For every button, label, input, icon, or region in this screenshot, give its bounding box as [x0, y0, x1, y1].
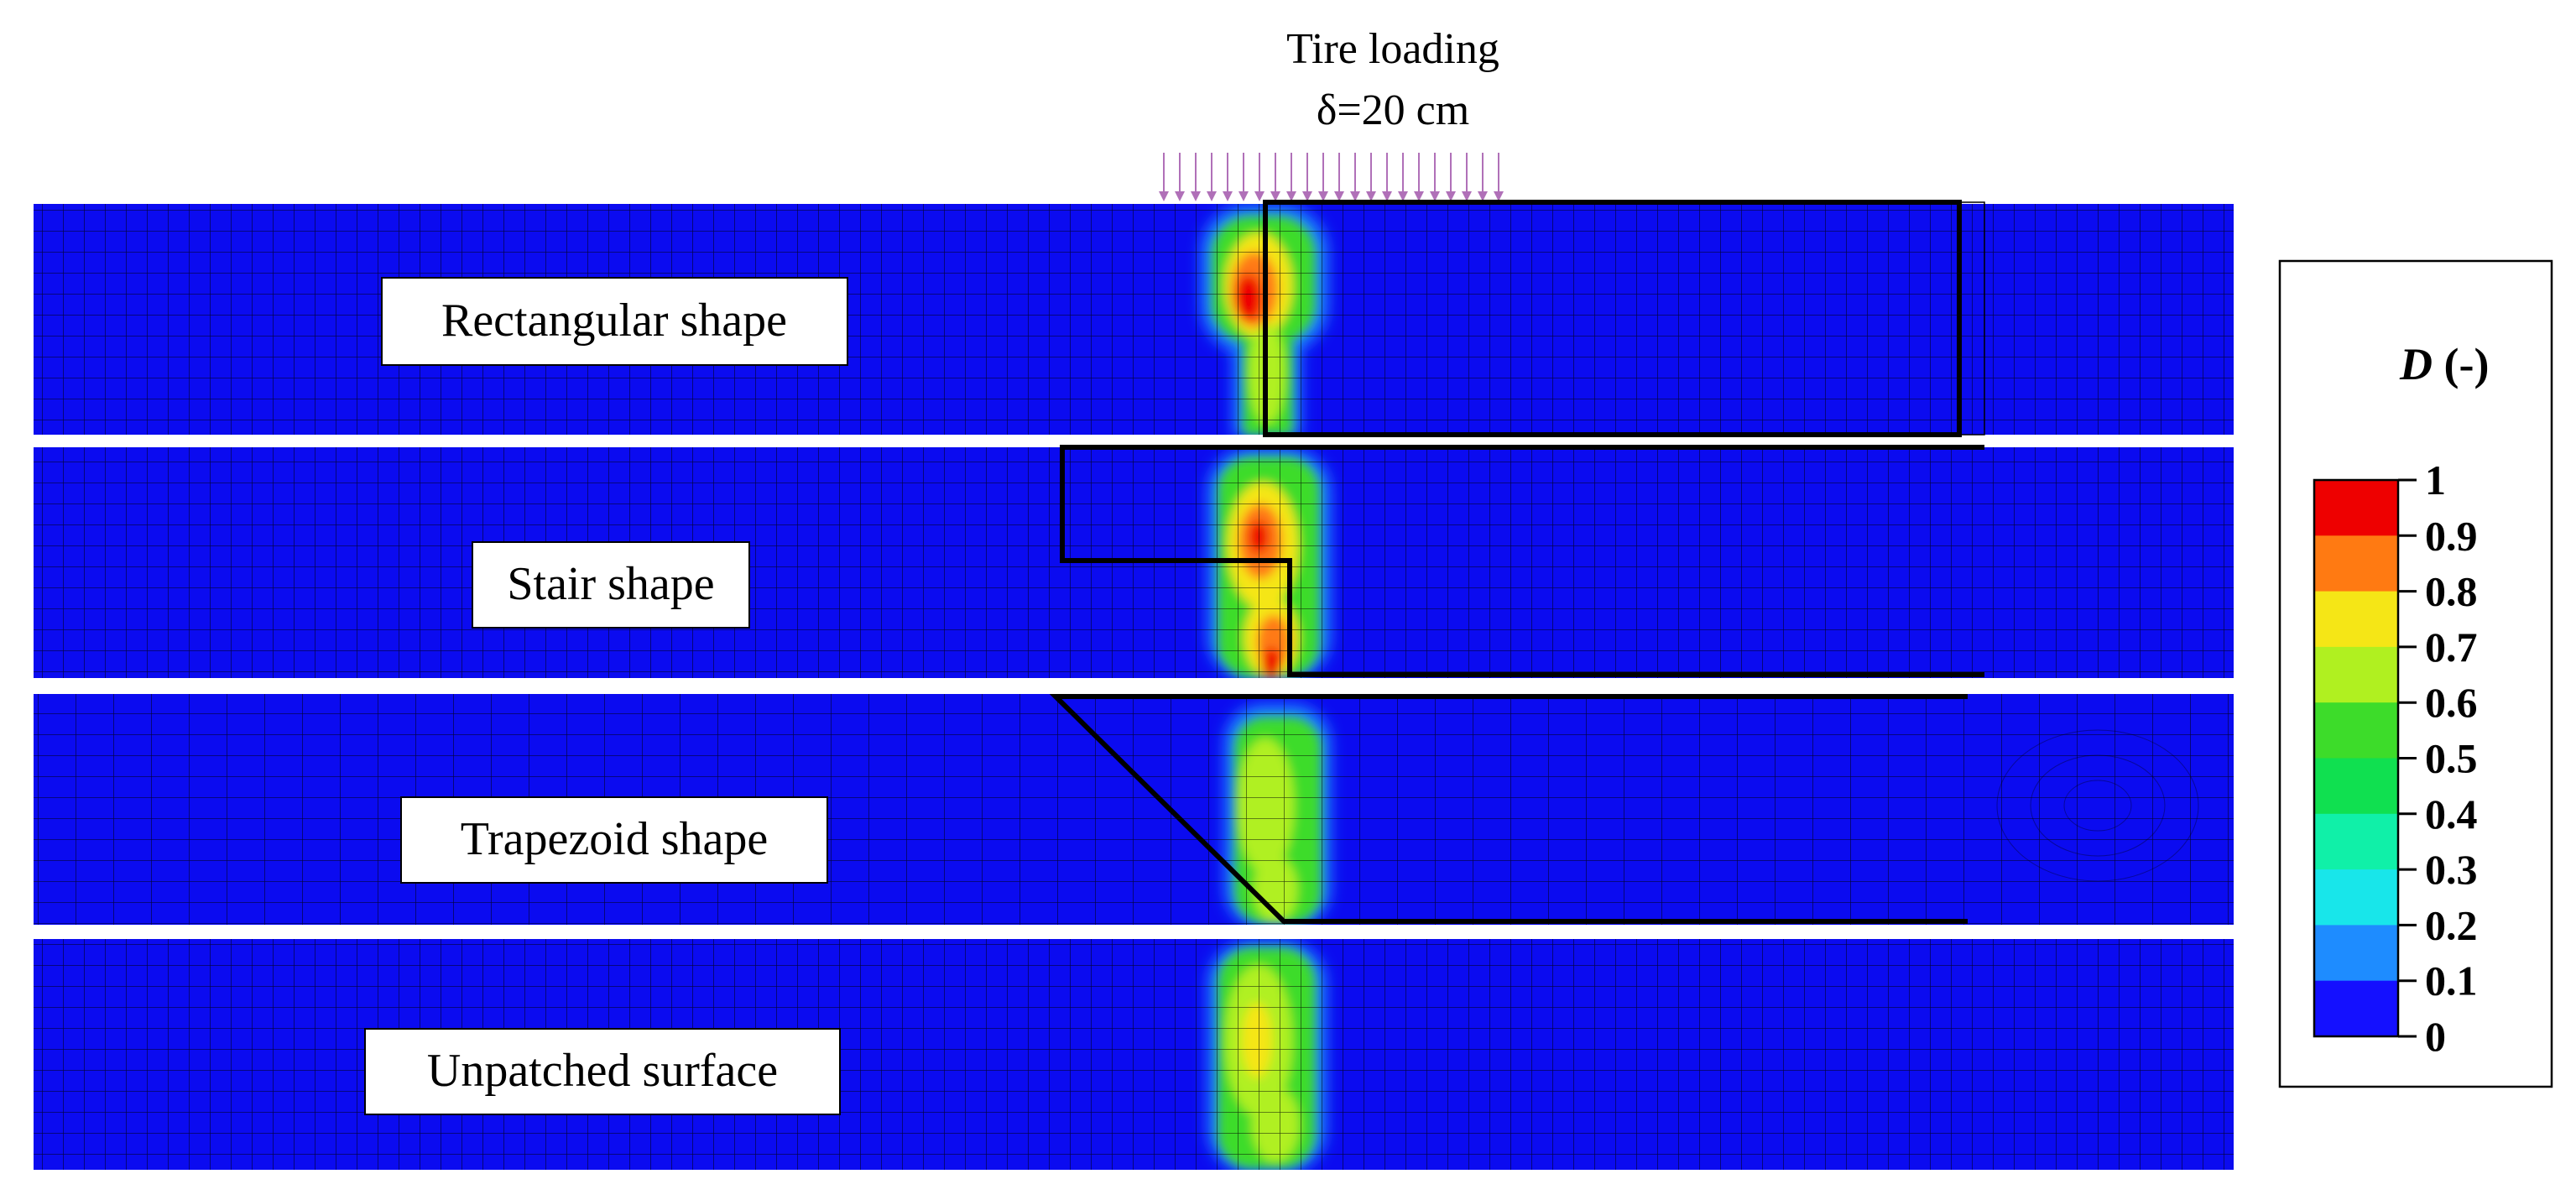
legend-tick-label: 0.4: [2425, 790, 2478, 837]
legend-tick-label: 0.3: [2425, 846, 2478, 893]
panel-stair: Stair shape: [34, 445, 2234, 678]
panel-label-box: [364, 1028, 841, 1115]
load-arrow: [1462, 153, 1472, 201]
legend-tick-label: 0.1: [2425, 957, 2478, 1004]
legend-color-swatch: [2314, 813, 2398, 870]
load-arrow: [1270, 153, 1280, 201]
legend-color-swatch: [2314, 980, 2398, 1037]
legend-tick-label: 0.8: [2425, 568, 2478, 615]
load-arrow: [1207, 153, 1217, 201]
legend-tick-label: 0.6: [2425, 679, 2478, 726]
legend-color-swatch: [2314, 925, 2398, 982]
legend-tick-label: 1: [2425, 457, 2446, 503]
tire-load-arrows: [1159, 153, 1504, 201]
load-arrow: [1254, 153, 1265, 201]
legend-tick-label: 0: [2425, 1013, 2446, 1060]
legend-color-swatch: [2314, 535, 2398, 592]
load-title-line2: δ=20 cm: [1317, 86, 1469, 134]
load-arrow: [1223, 153, 1233, 201]
load-arrow: [1350, 153, 1360, 201]
legend-tick-label: 0.2: [2425, 901, 2478, 948]
load-arrow: [1191, 153, 1201, 201]
load-arrow: [1318, 153, 1328, 201]
legend-color-swatch: [2314, 702, 2398, 759]
load-arrow: [1334, 153, 1344, 201]
load-arrow: [1302, 153, 1312, 201]
legend-tick-label: 0.5: [2425, 735, 2478, 782]
panel-label: Stair shape: [507, 558, 714, 610]
load-arrow: [1478, 153, 1488, 201]
load-arrow: [1382, 153, 1392, 201]
panel-label: Trapezoid shape: [461, 813, 769, 865]
legend-title: D (-): [2399, 339, 2489, 389]
load-arrow: [1159, 153, 1169, 201]
load-arrow: [1494, 153, 1504, 201]
panel-rectangular: Rectangular shape: [34, 200, 2234, 437]
panel-label-box: [381, 277, 848, 366]
panel-label: Unpatched surface: [427, 1045, 778, 1097]
load-arrow: [1430, 153, 1440, 201]
legend-title-unit: (-): [2433, 339, 2489, 389]
load-title-line1: Tire loading: [1286, 25, 1499, 73]
legend-color-swatch: [2314, 758, 2398, 815]
load-arrow: [1446, 153, 1456, 201]
load-arrow: [1286, 153, 1296, 201]
legend-tick-label: 0.7: [2425, 623, 2478, 670]
legend-tick-label: 0.9: [2425, 512, 2478, 559]
load-arrow: [1175, 153, 1185, 201]
legend-title-variable: D: [2399, 339, 2433, 389]
load-arrow: [1366, 153, 1376, 201]
legend-color-swatch: [2314, 480, 2398, 536]
legend-colorbar: 1 0.9 0.8 0.7 0.6 0.5 0.4 0.3 0.2 0.1 0: [2313, 457, 2478, 1060]
damage-legend: D (-) 1 0.9 0.8 0.7 0.6 0.5 0.4 0.3 0.2 0.1 0: [2278, 259, 2553, 1088]
load-arrow: [1238, 153, 1249, 201]
load-arrow: [1414, 153, 1424, 201]
panel-label-box: [472, 541, 750, 629]
load-arrow: [1398, 153, 1408, 201]
panel-trapezoid: Trapezoid shape: [34, 694, 2234, 925]
panel-unpatched: Unpatched surface: [34, 939, 2234, 1170]
legend-color-swatch: [2314, 646, 2398, 703]
panel-label-box: [400, 796, 828, 884]
panel-label: Rectangular shape: [441, 295, 787, 347]
legend-color-swatch: [2314, 591, 2398, 648]
legend-color-swatch: [2314, 869, 2398, 926]
